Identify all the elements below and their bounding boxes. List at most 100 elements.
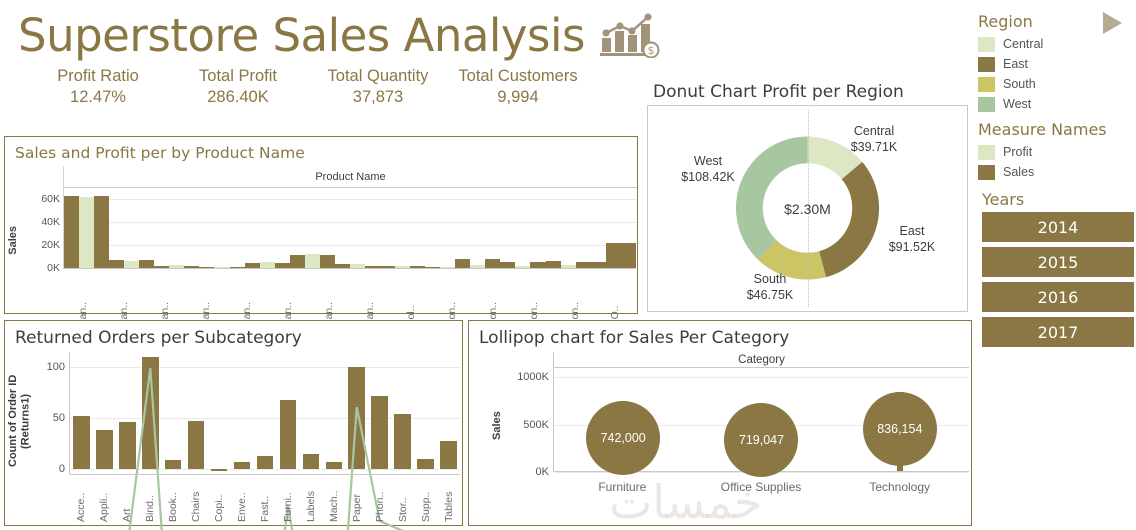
- bar-fill: [124, 261, 140, 268]
- lollipop-office-supplies[interactable]: 719,047: [692, 368, 830, 478]
- bar[interactable]: [184, 188, 200, 268]
- axis-tick: Hon..: [431, 269, 472, 327]
- returns-yaxis-label: Count of Order ID (Returns1): [7, 374, 32, 468]
- bar[interactable]: [440, 188, 456, 268]
- bar[interactable]: [94, 188, 110, 268]
- bar[interactable]: [322, 352, 345, 474]
- bar[interactable]: [139, 188, 155, 268]
- bar[interactable]: [395, 188, 411, 268]
- year-filter-2017[interactable]: 2017: [982, 317, 1134, 347]
- bar[interactable]: [590, 188, 606, 268]
- bar-fill: [545, 260, 561, 268]
- bar[interactable]: [437, 352, 460, 474]
- bar[interactable]: [455, 188, 471, 268]
- bar-fill: [364, 265, 380, 268]
- bar[interactable]: [334, 188, 350, 268]
- bar[interactable]: [185, 352, 208, 474]
- bar[interactable]: [304, 188, 320, 268]
- kpi-row: Profit Ratio 12.47% Total Profit 286.40K…: [0, 67, 972, 107]
- axis-tick: Bind..: [138, 475, 161, 522]
- bar[interactable]: [289, 188, 305, 268]
- bar[interactable]: [410, 188, 426, 268]
- donut-slice-west[interactable]: [735, 136, 808, 260]
- gridline: [64, 199, 636, 201]
- bar[interactable]: [485, 188, 501, 268]
- axis-tick-label: Hon..: [568, 301, 581, 327]
- bar[interactable]: [109, 188, 125, 268]
- bar[interactable]: [368, 352, 391, 474]
- year-filter-2014[interactable]: 2014: [982, 212, 1134, 242]
- bar[interactable]: [64, 188, 80, 268]
- bar[interactable]: [575, 188, 591, 268]
- kpi-label: Total Customers: [458, 67, 578, 85]
- bar[interactable]: [169, 188, 185, 268]
- bar[interactable]: [560, 188, 576, 268]
- bar[interactable]: [379, 188, 396, 268]
- bar[interactable]: [349, 188, 365, 268]
- panel-title-donut: Donut Chart Profit per Region: [653, 82, 904, 102]
- bar[interactable]: [254, 352, 277, 474]
- legend-swatch-icon: [978, 56, 995, 72]
- bar[interactable]: [515, 188, 531, 268]
- donut-label-west: West $108.42K: [681, 154, 735, 184]
- bar-fill: [319, 254, 335, 268]
- bar[interactable]: [319, 188, 335, 268]
- sales-profit-chart: Product Name Sales 0K 20K 40K 60K Can.. Can.…: [5, 166, 637, 327]
- bar[interactable]: [425, 188, 441, 268]
- bar[interactable]: [620, 188, 636, 268]
- year-filter-2016[interactable]: 2016: [982, 282, 1134, 312]
- donut-center-total: $2.30M: [784, 200, 831, 217]
- bar[interactable]: [530, 188, 546, 268]
- legend-item-profit[interactable]: Profit: [978, 142, 1136, 162]
- donut-chart: $2.30M Central $39.71K East $91.52K Sout…: [648, 106, 967, 311]
- kpi-profit-ratio: Profit Ratio 12.47%: [28, 67, 168, 107]
- gridline: [554, 377, 969, 379]
- bar[interactable]: [364, 188, 380, 268]
- bar[interactable]: [93, 352, 116, 474]
- returns-plot: [69, 352, 460, 474]
- bar[interactable]: [162, 352, 185, 474]
- bar[interactable]: [276, 352, 299, 474]
- bar[interactable]: [231, 352, 254, 474]
- axis-tick: Tables: [437, 475, 460, 522]
- lollipop-furniture[interactable]: 742,000: [554, 368, 692, 475]
- donut-slice-central[interactable]: [807, 136, 863, 180]
- bar-fill: [279, 399, 297, 469]
- bar[interactable]: [605, 188, 621, 268]
- donut-slice-east[interactable]: [819, 161, 880, 278]
- bar-fill: [394, 414, 411, 469]
- bar[interactable]: [299, 352, 322, 474]
- filter-years: 2014 2015 2016 2017: [978, 212, 1136, 347]
- bar[interactable]: [79, 188, 95, 268]
- bar[interactable]: [154, 188, 170, 268]
- bar[interactable]: [229, 188, 245, 268]
- bar[interactable]: [470, 188, 486, 268]
- bar[interactable]: [391, 352, 414, 474]
- bar[interactable]: [116, 352, 139, 474]
- lollipop-technology[interactable]: 836,154: [831, 368, 969, 471]
- bar[interactable]: [274, 188, 290, 268]
- legend-item-east[interactable]: East: [978, 54, 1136, 74]
- bar[interactable]: [500, 188, 516, 268]
- bar[interactable]: [208, 352, 231, 474]
- bar[interactable]: [199, 188, 215, 268]
- legend-item-south[interactable]: South: [978, 74, 1136, 94]
- panel-returned-orders: Returned Orders per Subcategory Count of…: [4, 320, 463, 526]
- bar[interactable]: [124, 188, 140, 268]
- legend-item-sales[interactable]: Sales: [978, 162, 1136, 182]
- play-icon[interactable]: [1096, 6, 1128, 40]
- legend-item-west[interactable]: West: [978, 94, 1136, 114]
- axis-tick-label: Technology: [869, 480, 931, 494]
- bar[interactable]: [70, 352, 93, 474]
- axis-tick-label: 20K: [41, 239, 60, 252]
- legend-item-central[interactable]: Central: [978, 34, 1136, 54]
- bar[interactable]: [259, 188, 275, 268]
- kpi-label: Profit Ratio: [57, 67, 139, 85]
- year-filter-2015[interactable]: 2015: [982, 247, 1134, 277]
- bar[interactable]: [214, 188, 230, 268]
- axis-tick-label: Book..: [166, 492, 179, 522]
- bar[interactable]: [414, 352, 437, 474]
- donut-slice-south[interactable]: [758, 240, 827, 280]
- bar[interactable]: [545, 188, 561, 268]
- bar[interactable]: [244, 188, 260, 268]
